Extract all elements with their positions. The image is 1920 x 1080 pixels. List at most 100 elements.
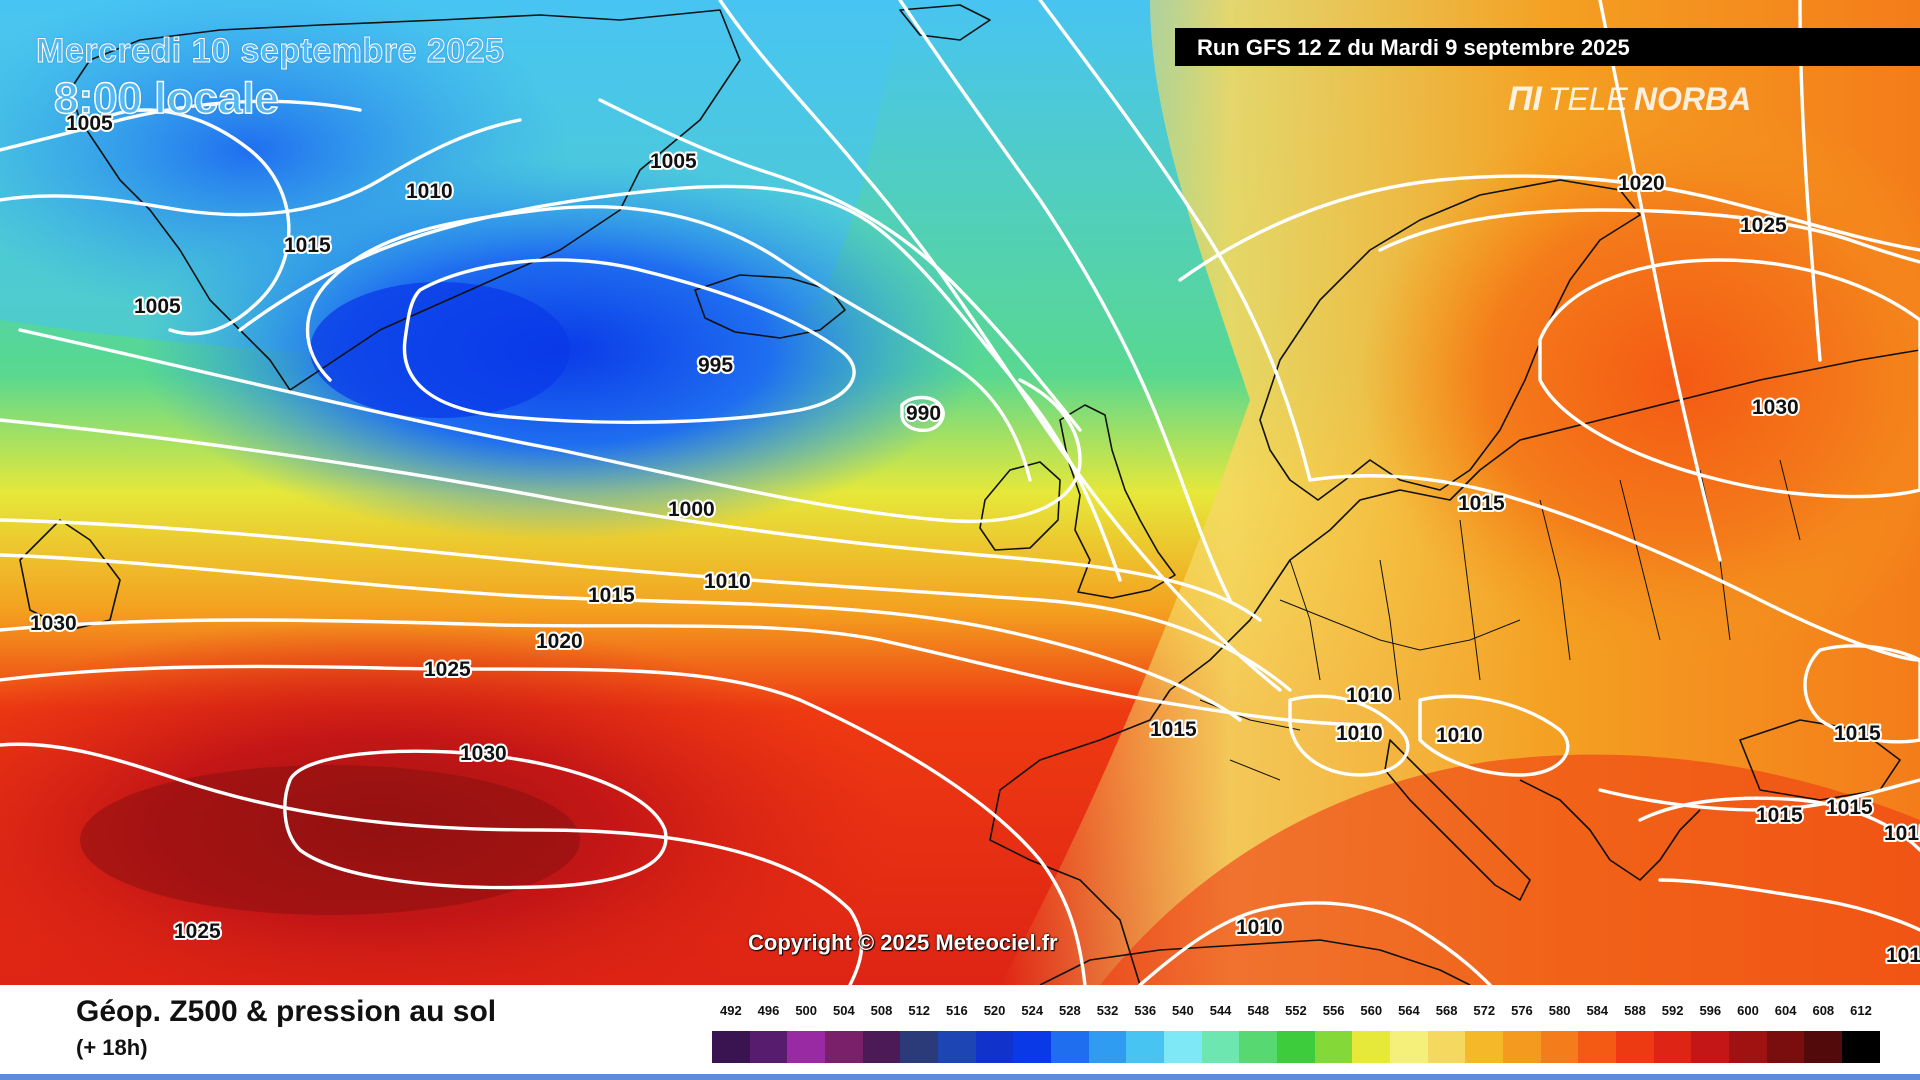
legend-tick-row: 492 496 500 504 508 512 516 520 524 528 532 536 540 5… — [712, 1003, 1880, 1021]
isobar-1020 — [0, 618, 1382, 727]
isobar-label: 1025 — [424, 658, 471, 681]
legend-tick-label: 580 — [1548, 1003, 1571, 1018]
isobars — [0, 0, 1920, 985]
isobar-label: 1015 — [1458, 492, 1505, 515]
legend-tick-label: 520 — [983, 1003, 1006, 1018]
isobar-1010-adriatic — [1418, 694, 1570, 777]
legend-tick-label: 544 — [1209, 1003, 1232, 1018]
isobar-label: 1010 — [1336, 722, 1383, 745]
legend-swatch — [1164, 1031, 1202, 1063]
isobar-label: 1020 — [1618, 172, 1665, 195]
legend-tick-label: 572 — [1473, 1003, 1496, 1018]
legend-swatch — [825, 1031, 863, 1063]
isobar-label: 995 — [698, 354, 733, 377]
isobar-1015-atlantic — [0, 553, 1242, 722]
legend-tick-label: 540 — [1172, 1003, 1194, 1018]
legend-swatch — [1653, 1031, 1692, 1063]
coastlines — [19, 4, 1920, 985]
isobar-east-1 — [1598, 0, 1722, 562]
legend-swatch — [712, 1031, 750, 1063]
isobar-1010-atlantic — [0, 518, 1292, 692]
isobar-label: 990 — [906, 402, 941, 425]
iceland-coast — [694, 274, 846, 339]
isobar-label: 1020 — [536, 630, 583, 653]
isobar-1025-south — [0, 742, 864, 985]
isobar-label: 1005 — [134, 295, 181, 318]
legend-swatch — [1352, 1031, 1391, 1063]
svalbard-coast — [899, 4, 991, 41]
legend-swatch — [1540, 1031, 1579, 1063]
legend-tick-label: 500 — [795, 1003, 818, 1018]
isobar-1010-nw — [0, 118, 522, 217]
isobar-995 — [402, 258, 856, 424]
isobar-label: 1015 — [1834, 722, 1881, 745]
forecast-lead-time: (+ 18h) — [76, 1035, 148, 1060]
legend-swatch — [1427, 1031, 1466, 1063]
legend-tick-label: 516 — [946, 1003, 968, 1018]
isobar-label: 1030 — [30, 612, 77, 635]
logo-text-norba: NORBA — [1633, 81, 1752, 117]
legend-swatch — [1616, 1031, 1654, 1063]
legend-swatch — [787, 1031, 826, 1063]
legend-swatch — [900, 1031, 939, 1063]
legend-tick-label: 512 — [908, 1003, 931, 1018]
legend-swatch — [1314, 1031, 1353, 1063]
isobar-north-3 — [1038, 0, 1312, 482]
isobar-1010-alps — [1288, 694, 1410, 777]
legend-color-bar — [712, 1031, 1880, 1063]
greenland-coast — [69, 9, 741, 391]
continent-coast — [989, 349, 1920, 985]
legend-swatch — [1766, 1031, 1805, 1063]
great-britain-coast — [1059, 404, 1176, 599]
isobar-1005-greenland — [305, 205, 1032, 482]
isobar-1015-balkans — [1598, 778, 1920, 812]
isobar-label: 1015 — [1150, 718, 1197, 741]
run-text: Run GFS 12 Z du Mardi 9 septembre 2025 — [1197, 35, 1630, 60]
legend-tick-label: 560 — [1360, 1003, 1383, 1018]
isobar-1015-central — [1308, 474, 1920, 662]
legend-tick-label: 532 — [1096, 1003, 1119, 1018]
legend-tick-label: 612 — [1850, 1003, 1872, 1018]
legend-swatch — [1390, 1031, 1428, 1063]
legend-tick-label: 608 — [1812, 1003, 1835, 1018]
legend-tick-label: 576 — [1511, 1003, 1533, 1018]
z500-russia-ridge — [1360, 100, 1920, 660]
legend-swatch — [1013, 1031, 1052, 1063]
north-africa-coast — [1039, 939, 1471, 985]
legend-swatch — [862, 1031, 901, 1063]
legend-swatch — [1578, 1031, 1617, 1063]
isobar-label: 1025 — [174, 920, 221, 943]
footer-panel: Géop. Z500 & pression au sol (+ 18h) 492… — [0, 985, 1920, 1080]
weather-map: 1005 1010 1015 1005 1005 995 990 1000 10… — [0, 0, 1920, 985]
legend-swatch — [1691, 1031, 1730, 1063]
italy-coast — [1384, 739, 1531, 901]
isobar-1005-nw — [0, 99, 362, 152]
legend-tick-label: 524 — [1021, 1003, 1044, 1018]
isobar-label: 1015 — [588, 584, 635, 607]
isobar-label: 1015 — [1756, 804, 1803, 827]
legend-tick-label: 600 — [1737, 1003, 1759, 1018]
isobar-1030-high — [283, 749, 668, 890]
legend-tick-label: 548 — [1247, 1003, 1270, 1018]
isobar-label: 1010 — [1236, 916, 1283, 939]
legend-tick-label: 508 — [870, 1003, 893, 1018]
logo-mark-icon: ΠΙ — [1508, 80, 1542, 118]
isobar-label: 1015 — [284, 234, 331, 257]
isobar-label: 1015 — [1826, 796, 1873, 819]
z500-med-warm — [1100, 754, 1920, 985]
legend-swatch — [1126, 1031, 1165, 1063]
isobar-label: 1025 — [1740, 214, 1787, 237]
legend-tick-label: 496 — [757, 1003, 780, 1018]
legend-tick-label: 604 — [1774, 1003, 1797, 1018]
logo-text-tele: TELE — [1547, 81, 1628, 117]
black-sea-coast — [1739, 719, 1901, 801]
isobar-label: 1010 — [406, 180, 453, 203]
legend-tick-label: 552 — [1285, 1003, 1307, 1018]
legend-tick-label: 592 — [1661, 1003, 1684, 1018]
isobar-label: 1010 — [704, 570, 751, 593]
legend-swatch — [1239, 1031, 1278, 1063]
legend-tick-label: 528 — [1059, 1003, 1081, 1018]
legend-swatch — [1277, 1031, 1315, 1063]
legend-tick-label: 596 — [1699, 1003, 1722, 1018]
legend-tick-label: 588 — [1624, 1003, 1646, 1018]
